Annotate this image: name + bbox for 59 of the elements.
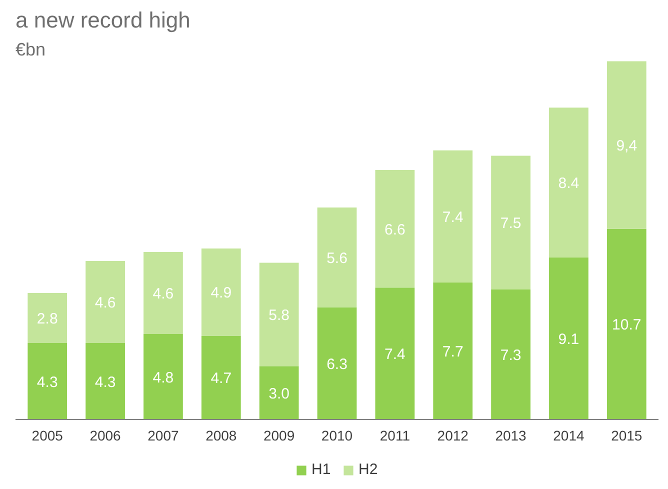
data-label: 4.6: [94, 294, 116, 312]
data-label: 9.1: [558, 330, 580, 348]
data-label: 7.4: [384, 346, 406, 364]
data-label: 5.6: [326, 250, 348, 267]
bar: [375, 288, 415, 420]
legend-label: H1: [312, 461, 332, 478]
bar: [144, 334, 183, 420]
bar: [201, 248, 241, 336]
x-tick-label: 2007: [148, 428, 179, 444]
data-label: 4.3: [94, 374, 116, 391]
bar: [86, 260, 125, 343]
bar: [201, 336, 241, 420]
bar: [606, 61, 646, 229]
data-label: 6.3: [326, 356, 348, 373]
bar: [433, 282, 473, 420]
data-label: 2.8: [36, 310, 58, 328]
x-tick-label: 2010: [321, 428, 353, 444]
bar: [491, 156, 530, 290]
bar: [317, 307, 357, 420]
data-label: 4.7: [210, 370, 232, 388]
x-tick-label: 2011: [380, 428, 410, 444]
bar: [317, 207, 357, 308]
data-label: 5.8: [268, 306, 290, 324]
x-tick-label: 2012: [437, 428, 469, 444]
bar: [86, 342, 125, 420]
x-tick-label: 2008: [206, 428, 237, 444]
x-tick-label: 2014: [553, 428, 584, 444]
data-label: 6.6: [384, 221, 406, 238]
data-label: 8.4: [558, 175, 580, 192]
data-label: 10.7: [612, 316, 642, 334]
x-tick-label: 2005: [32, 428, 64, 444]
data-label: 7.3: [500, 347, 522, 364]
data-label: 9,4: [616, 138, 638, 155]
bar: [606, 228, 646, 420]
data-label: 4.6: [152, 286, 174, 303]
bar: [144, 252, 183, 334]
legend-label: H2: [358, 461, 378, 478]
bar: [259, 262, 299, 366]
x-tick-label: 2009: [264, 428, 295, 444]
x-tick-label: 2013: [495, 428, 527, 444]
bar: [549, 257, 588, 420]
bar: [433, 150, 473, 282]
bar: [375, 170, 415, 288]
chart-subtitle: €bn: [16, 40, 46, 60]
bar: [28, 342, 68, 420]
data-label: 7.5: [500, 215, 522, 232]
bar: [28, 293, 68, 343]
data-label: 4.9: [210, 284, 232, 302]
bar: [491, 289, 530, 420]
data-label: 3.0: [268, 385, 290, 402]
x-tick-label: 2015: [611, 428, 642, 444]
chart-title: a new record high: [16, 8, 190, 32]
data-label: 7.4: [442, 208, 464, 226]
data-label: 4.8: [152, 369, 174, 386]
x-tick-label: 2006: [90, 428, 122, 444]
bar: [549, 108, 588, 258]
bar: [259, 366, 299, 420]
data-label: 7.7: [442, 343, 464, 360]
data-label: 4.3: [36, 374, 58, 391]
